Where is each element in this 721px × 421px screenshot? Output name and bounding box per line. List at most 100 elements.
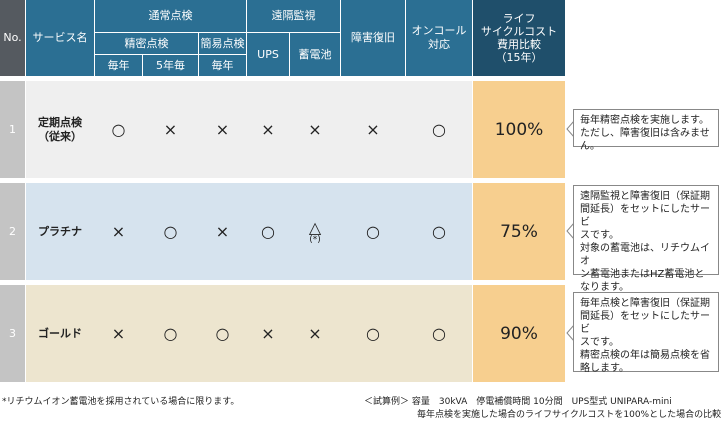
mark-oncall: ○ [406, 183, 472, 280]
header-no: No. [0, 0, 25, 76]
mark-detailed-yearly: × [95, 285, 142, 382]
note-line: 間延長）をセットにしたサービ [580, 311, 710, 335]
mark-remote-ups: × [247, 285, 289, 382]
service-name: 定期点検 （従来） [26, 81, 94, 178]
row2-note: 遠隔監視と障害復旧（保証期 間延長）をセットにしたサービ スです。 対象の蓄電池… [573, 185, 719, 293]
header-yearly-b: 毎年 [199, 55, 246, 76]
mark: × [308, 120, 322, 139]
header-remote: 遠隔監視 [247, 0, 340, 32]
note-line: 毎年点検と障害復旧（保証期 [580, 298, 710, 309]
row-number-label: 2 [9, 225, 16, 238]
header-ups: UPS [247, 33, 289, 76]
header-remote-label: 遠隔監視 [271, 9, 316, 22]
mark: × [366, 120, 380, 139]
mark-detailed-five-year: ○ [143, 183, 198, 280]
header-cost-line1: ライフ [502, 12, 536, 25]
service-name: プラチナ [26, 183, 94, 280]
header-cost-line4: （15年） [495, 51, 543, 64]
header-cost-line2: サイクルコスト [480, 25, 558, 38]
mark: × [261, 324, 275, 343]
header-yearly-a: 毎年 [95, 55, 142, 76]
note-line: スです。 [580, 230, 619, 241]
cost-value-label: 75% [500, 221, 538, 242]
header-yearly-b-label: 毎年 [211, 58, 234, 72]
header-detailed: 精密点検 [95, 33, 198, 54]
mark: × [111, 222, 126, 241]
table-row: 2 プラチナ × ○ × ○ △ (*) ○ ○ 75% [0, 183, 565, 280]
service-name-line1: 定期点検 [38, 115, 82, 129]
mark-recovery: × [341, 81, 405, 178]
mark-simple-yearly: ○ [199, 285, 246, 382]
mark: ○ [111, 120, 126, 139]
header-oncall-line1: オンコール [411, 24, 467, 37]
row1-note: 毎年精密点検を実施します。 ただし、障害復旧は含みません。 [573, 109, 719, 152]
mark-recovery: ○ [341, 285, 405, 382]
row-body [26, 183, 472, 280]
service-name: ゴールド [26, 285, 94, 382]
header-five-year-label: 5年毎 [156, 58, 185, 72]
mark: △ [308, 218, 322, 237]
mark-detailed-yearly: ○ [95, 81, 142, 178]
row-body [26, 285, 472, 382]
header-recovery-label: 障害復旧 [351, 31, 395, 44]
note-line: ただし、障害復旧は含みません。 [580, 128, 710, 152]
note-line: 遠隔監視と障害復旧（保証期 [580, 191, 710, 202]
row-number: 1 [0, 81, 25, 178]
row-number: 2 [0, 183, 25, 280]
mark: ○ [366, 324, 380, 343]
header-simple-label: 簡易点検 [200, 36, 245, 50]
note-line: 毎年精密点検を実施します。 [580, 115, 709, 126]
header-oncall: オンコール 対応 [406, 0, 472, 76]
note-line: ン蓄電池またはHZ蓄電池と [580, 269, 705, 280]
cost-value: 100% [473, 81, 565, 178]
note-line: なります。 [580, 282, 629, 293]
mark-remote-battery: × [290, 285, 340, 382]
mark-detailed-five-year: × [143, 81, 198, 178]
mark: × [215, 222, 230, 241]
mark: ○ [432, 222, 446, 241]
mark-detailed-five-year: ○ [143, 285, 198, 382]
row-body [26, 81, 472, 178]
cost-value: 90% [473, 285, 565, 382]
header-service-label: サービス名 [32, 31, 88, 44]
mark-remote-battery: × [290, 81, 340, 178]
mark-remote-ups: × [247, 81, 289, 178]
service-name-line1: プラチナ [38, 224, 82, 238]
note-line: 間延長）をセットにしたサービ [580, 204, 710, 228]
battery-footnote-marker: (*) [309, 235, 321, 245]
cost-value-label: 100% [494, 119, 544, 140]
table-row: 1 定期点検 （従来） ○ × × × × × ○ 100% [0, 81, 565, 178]
header-no-label: No. [3, 31, 22, 44]
mark: × [215, 120, 230, 139]
header-ups-label: UPS [257, 47, 279, 61]
mark: ○ [366, 222, 380, 241]
header-battery: 蓄電池 [290, 33, 340, 76]
mark-remote-ups: ○ [247, 183, 289, 280]
mark: ○ [432, 120, 446, 139]
header-oncall-line2: 対応 [428, 38, 450, 51]
service-name-line2: （従来） [38, 129, 82, 143]
calculation-example: ＜試算例＞ 容量 30kVA 停電補償時間 10分間 UPS型式 UNIPARA… [364, 397, 672, 407]
header-yearly-a-label: 毎年 [107, 58, 130, 72]
mark-recovery: ○ [341, 183, 405, 280]
header-five-year: 5年毎 [143, 55, 198, 76]
header-regular-label: 通常点検 [148, 9, 193, 22]
note-line: 精密点検の年は簡易点検を省 [580, 350, 710, 361]
mark: × [308, 324, 322, 343]
mark-detailed-yearly: × [95, 183, 142, 280]
mark: × [261, 120, 275, 139]
header-battery-label: 蓄電池 [298, 47, 332, 61]
mark-oncall: ○ [406, 81, 472, 178]
mark-simple-yearly: × [199, 183, 246, 280]
mark: ○ [215, 324, 230, 343]
callout-pointer [566, 120, 575, 342]
mark: ○ [163, 222, 178, 241]
note-line: スです。 [580, 337, 619, 348]
mark: ○ [432, 324, 446, 343]
mark-oncall: ○ [406, 285, 472, 382]
battery-footnote: *リチウムイオン蓄電池を採用されている場合に限ります。 [2, 397, 240, 407]
mark: ○ [261, 222, 275, 241]
row-number-label: 1 [9, 123, 16, 136]
comparison-basis: 毎年点検を実施した場合のライフサイクルコストを100%とした場合の比較 [417, 410, 721, 420]
header-service: サービス名 [26, 0, 94, 76]
